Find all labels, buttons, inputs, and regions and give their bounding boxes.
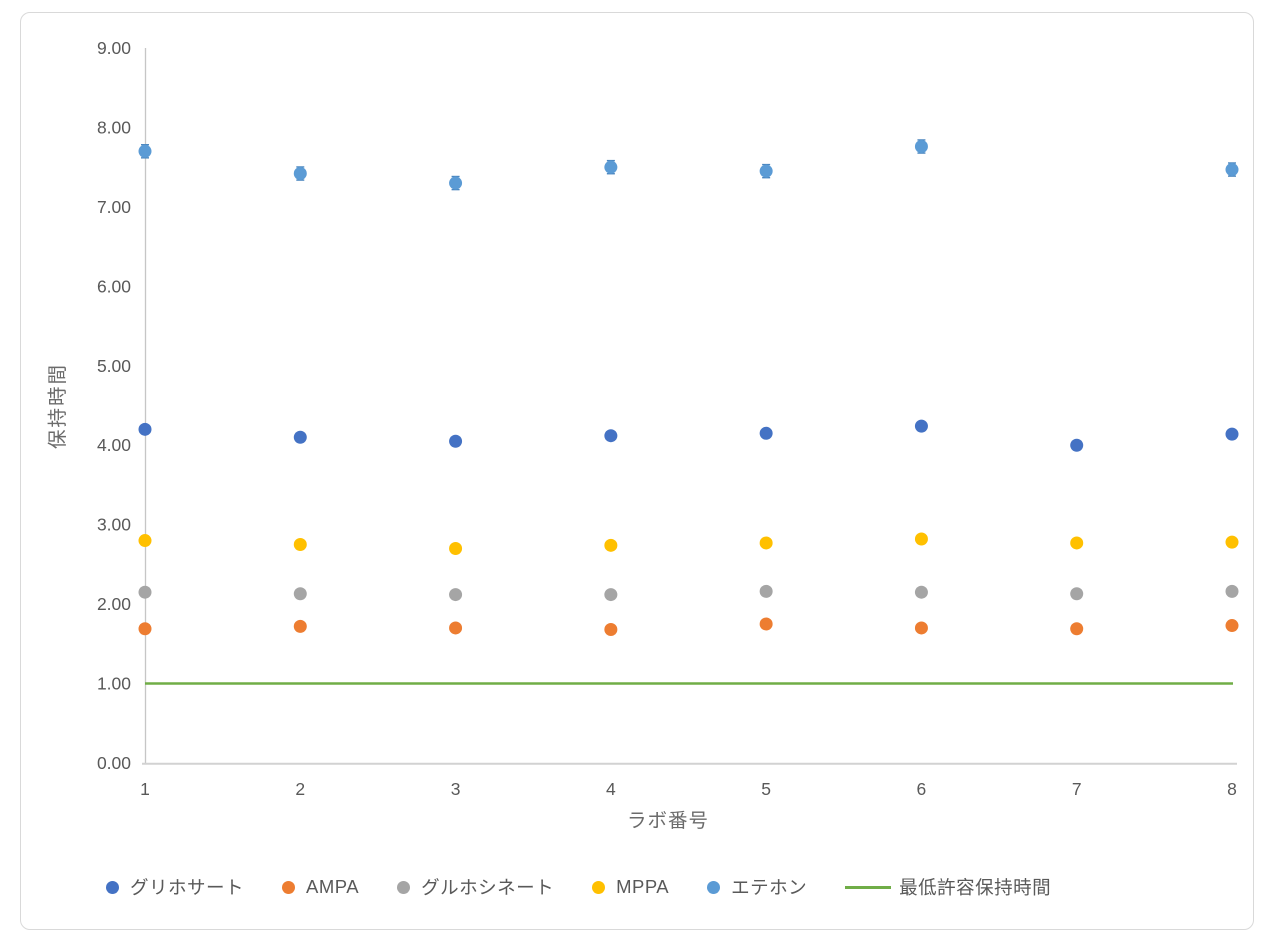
data-point-AMPA	[604, 623, 618, 637]
data-point-グルホシネート	[449, 588, 463, 602]
y-axis-title: 保持時間	[47, 363, 69, 449]
data-point-グリホサート	[293, 430, 307, 444]
data-point-AMPA	[1070, 622, 1084, 636]
legend-item: AMPA	[282, 876, 359, 898]
data-point-グルホシネート	[1225, 584, 1239, 598]
data-point-AMPA	[1225, 619, 1239, 633]
chart-legend: グリホサート AMPA グルホシネート MPPA エテホン 最低許容保持時間	[106, 872, 1051, 902]
data-point-AMPA	[138, 622, 152, 636]
data-point-MPPA	[449, 542, 463, 555]
data-point-AMPA	[449, 621, 463, 635]
legend-label: AMPA	[306, 876, 360, 897]
x-tick-label: 1	[140, 779, 150, 799]
legend-label: 最低許容保持時間	[899, 877, 1052, 898]
y-tick-label: 9.00	[97, 38, 131, 58]
y-tick-label: 2.00	[97, 594, 131, 614]
data-point-AMPA	[293, 619, 307, 633]
data-point-エテホン	[449, 176, 463, 190]
chart-card	[20, 12, 1254, 930]
y-tick-label: 0.00	[97, 753, 131, 773]
data-point-AMPA	[914, 621, 928, 635]
legend-item: 最低許容保持時間	[845, 874, 1051, 900]
x-tick-label: 7	[1072, 779, 1082, 799]
legend-marker-dot	[106, 880, 119, 894]
x-tick-label: 8	[1227, 779, 1237, 799]
data-point-エテホン	[138, 144, 152, 158]
data-point-エテホン	[1225, 163, 1239, 177]
legend-item: MPPA	[592, 876, 669, 898]
legend-label: グリホサート	[130, 877, 245, 898]
data-point-MPPA	[1070, 536, 1084, 550]
data-point-グルホシネート	[759, 584, 773, 598]
legend-label: MPPA	[616, 876, 670, 897]
legend-marker-dot	[282, 880, 296, 894]
tick-labels-layer: 0.00 1.00 2.00 3.00 4.00 5.00 6.00 7.00 8.00 9.00…	[97, 38, 1237, 799]
data-points-layer	[138, 139, 1239, 637]
data-point-MPPA	[914, 532, 928, 546]
data-point-グリホサート	[604, 429, 618, 443]
data-point-グリホサート	[138, 422, 152, 436]
legend-marker-line	[845, 885, 892, 889]
data-point-グリホサート	[449, 434, 463, 448]
data-point-グリホサート	[759, 426, 773, 440]
x-tick-label: 5	[761, 779, 771, 799]
y-tick-label: 7.00	[97, 197, 131, 217]
legend-item: グルホシネート	[397, 874, 554, 900]
data-point-グリホサート	[1225, 427, 1239, 441]
y-tick-label: 8.00	[97, 117, 131, 137]
y-tick-label: 1.00	[97, 674, 131, 694]
data-point-AMPA	[759, 617, 773, 631]
legend-marker-dot	[592, 880, 606, 894]
x-axis-title: ラボ番号	[627, 810, 709, 832]
legend-item: グリホサート	[106, 874, 244, 900]
legend-label: グルホシネート	[421, 877, 555, 898]
data-point-グルホシネート	[1070, 587, 1084, 601]
legend-marker-dot	[707, 880, 721, 894]
legend-marker-dot	[397, 880, 411, 894]
x-tick-label: 3	[451, 779, 461, 799]
y-tick-label: 5.00	[97, 356, 131, 376]
data-point-グリホサート	[1070, 438, 1084, 452]
data-point-グルホシネート	[138, 585, 152, 599]
x-tick-label: 2	[295, 779, 305, 799]
x-tick-label: 6	[917, 779, 927, 799]
data-point-グルホシネート	[293, 587, 307, 601]
data-point-グルホシネート	[914, 585, 928, 599]
data-point-MPPA	[759, 536, 773, 550]
y-tick-label: 6.00	[97, 276, 131, 296]
data-point-エテホン	[759, 164, 773, 178]
y-tick-label: 3.00	[97, 515, 131, 535]
y-tick-label: 4.00	[97, 435, 131, 455]
data-point-グリホサート	[914, 419, 928, 433]
x-tick-label: 4	[606, 779, 616, 799]
legend-item: エテホン	[707, 874, 807, 900]
data-point-MPPA	[1225, 535, 1239, 549]
axes-layer	[142, 48, 1237, 765]
legend-label: エテホン	[731, 877, 808, 898]
data-point-エテホン	[604, 160, 618, 174]
data-point-グルホシネート	[604, 588, 618, 602]
data-point-エテホン	[914, 140, 928, 154]
data-point-MPPA	[604, 538, 618, 552]
data-point-エテホン	[293, 167, 307, 181]
data-point-MPPA	[138, 534, 152, 548]
data-point-MPPA	[293, 538, 307, 552]
